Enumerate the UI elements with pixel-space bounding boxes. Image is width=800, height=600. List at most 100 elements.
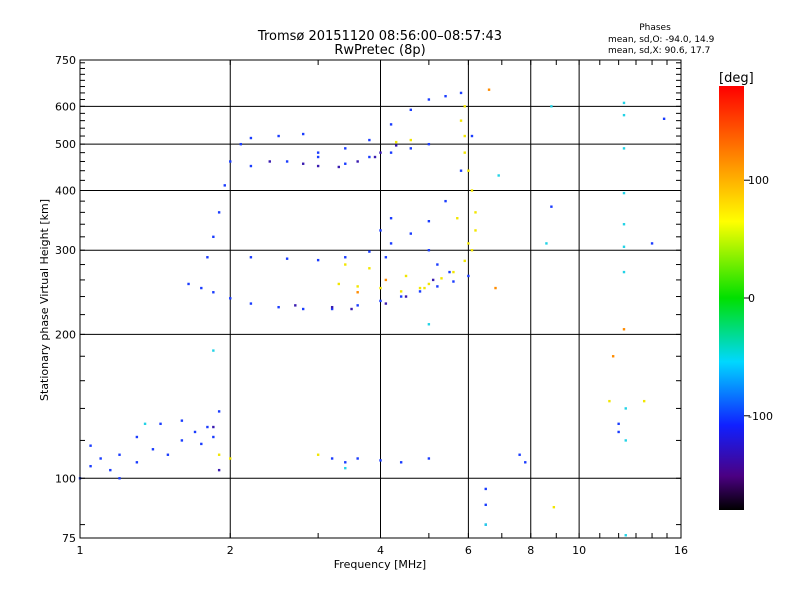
data-point-o_trace [135, 461, 139, 464]
data-point-o_trace [409, 232, 412, 235]
y-tick-label: 75 [62, 532, 76, 545]
data-point-o_trace [617, 430, 620, 434]
data-point-noise_cyan [624, 534, 627, 537]
data-point-x_trace [423, 286, 426, 290]
data-point-o_trace [285, 160, 289, 163]
data-point-x_trace [409, 138, 412, 142]
colorbar-tick-label: -100 [748, 410, 773, 423]
data-point-o_dark [356, 160, 359, 163]
x-tick-label: 2 [227, 544, 234, 557]
data-point-o_dark [337, 165, 341, 169]
data-point-o_trace [384, 256, 388, 259]
data-point-x_trace [608, 399, 611, 403]
data-point-noise_cyan [484, 523, 487, 526]
y-axis-label: Stationary phase Virtual Height [km] [38, 199, 51, 401]
data-point-x_trace [356, 285, 359, 288]
data-point-x_trace [463, 134, 466, 138]
data-point-x_trace [452, 270, 455, 274]
data-point-o_trace [344, 461, 347, 464]
phase-info-x: mean, sd,X: 90.6, 17.7 [608, 46, 710, 56]
data-point-x_trace [642, 399, 646, 403]
data-point-o_trace [356, 304, 359, 307]
data-point-o_trace [200, 442, 203, 446]
data-point-o_trace [135, 435, 139, 439]
data-point-o_trace [206, 425, 209, 429]
data-point-x_trace [368, 267, 371, 270]
x-axis-ticks: 1 2 4 6 8 10 16 [77, 60, 688, 557]
data-point-o_trace [316, 151, 320, 154]
data-point-o_trace [389, 217, 393, 220]
data-point-o_trace [193, 430, 197, 434]
data-point-x_trace [459, 119, 463, 122]
data-point-x_trace [463, 259, 466, 263]
data-point-x_trace [217, 453, 221, 456]
data-point-o_trace [187, 282, 190, 286]
phase-info-heading: Phases [639, 23, 671, 33]
data-point-o_trace [427, 249, 431, 252]
x-tick-label: 6 [465, 544, 472, 557]
data-point-o_trace [344, 147, 347, 150]
data-point-noise_cyan [622, 245, 626, 248]
data-point-noise_cyan [622, 270, 626, 274]
x-tick-label: 10 [572, 544, 586, 557]
data-point-o_trace [444, 94, 447, 98]
data-point-noise_cyan [545, 242, 548, 245]
data-point-x_trace [467, 242, 470, 245]
data-point-o_trace [330, 307, 334, 311]
data-point-o_trace [212, 235, 215, 239]
data-point-o_dark [294, 304, 297, 307]
data-point-o_trace [467, 274, 470, 278]
grid-lines [80, 60, 681, 538]
data-point-o_trace [418, 290, 422, 293]
data-point-o_dark [330, 305, 334, 309]
y-tick-label: 300 [55, 244, 76, 257]
data-point-misc_warm [622, 328, 626, 331]
data-point-noise_cyan [212, 349, 215, 352]
data-point-o_trace [118, 477, 121, 480]
data-point-o_trace [379, 229, 382, 232]
data-point-x_trace [474, 211, 477, 214]
colorbar [719, 86, 744, 510]
data-point-x_trace [337, 282, 341, 286]
data-point-o_trace [379, 299, 382, 303]
data-point-x_trace [470, 189, 474, 192]
data-point-o_trace [89, 464, 92, 468]
y-tick-label: 500 [55, 138, 76, 151]
data-point-x_trace [418, 286, 422, 290]
data-point-o_dark [301, 162, 305, 165]
data-point-o_dark [379, 151, 382, 154]
data-point-o_trace [427, 457, 431, 460]
x-tick-label: 4 [377, 544, 384, 557]
data-point-x_trace [463, 105, 466, 108]
data-point-o_trace [316, 258, 320, 262]
data-point-o_trace [301, 307, 305, 311]
data-point-misc_warm [611, 355, 615, 358]
data-point-o_dark [212, 425, 215, 429]
data-point-noise_cyan [622, 223, 626, 226]
data-point-o_trace [249, 302, 253, 305]
data-point-o_dark [217, 468, 221, 472]
data-point-o_trace [212, 435, 215, 439]
data-point-o_trace [229, 297, 232, 300]
data-point-noise_cyan [622, 113, 626, 117]
data-point-o_trace [409, 108, 412, 112]
data-point-x_trace [229, 457, 232, 460]
data-point-misc_warm [494, 286, 497, 290]
data-point-o_trace [229, 160, 232, 163]
data-point-o_dark [431, 278, 435, 282]
data-point-o_trace [330, 457, 334, 460]
y-tick-label: 100 [55, 472, 76, 485]
data-point-o_trace [389, 123, 393, 126]
y-tick-label: 750 [55, 54, 76, 67]
data-point-o_trace [159, 422, 162, 426]
data-point-o_trace [277, 305, 280, 309]
data-point-noise_cyan [497, 174, 500, 177]
x-tick-label: 1 [77, 544, 84, 557]
data-point-o_dark [404, 295, 408, 298]
data-point-o_trace [650, 242, 654, 245]
data-point-o_trace [427, 220, 431, 223]
chart-subtitle: RwPretec (8p) [334, 43, 425, 58]
data-point-misc_warm [384, 278, 388, 282]
data-point-o_trace [109, 468, 112, 472]
data-point-o_trace [89, 444, 92, 447]
